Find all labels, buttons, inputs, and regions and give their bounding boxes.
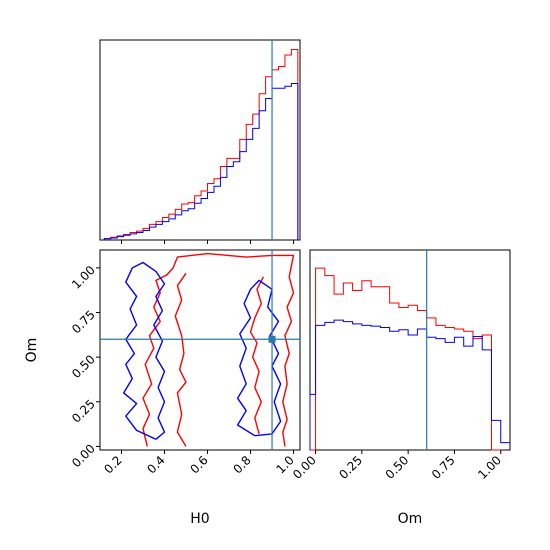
om-histogram-x-ticks: 0.00 0.25 0.50 0.75 1.00 — [290, 450, 504, 482]
om-hist-series-0 — [310, 267, 501, 451]
x-axis-label-h0: H0 — [190, 511, 209, 527]
contour-x-ticks: 0.2 0.4 0.6 0.8 1.0 — [101, 450, 297, 476]
contour-xtick-label-1: 0.4 — [144, 453, 167, 476]
contour-xtick-label-3: 0.8 — [230, 453, 253, 476]
contour-3 — [122, 261, 166, 440]
contour-0 — [142, 252, 295, 447]
truth-point — [268, 335, 276, 343]
contour-4 — [236, 279, 282, 437]
contour-xtick-label-2: 0.6 — [187, 453, 210, 476]
contour-ytick-label-1: 0.25 — [69, 397, 98, 426]
contour-ytick-label-0: 0.00 — [69, 441, 98, 470]
contour-ytick-label-4: 1.00 — [69, 263, 98, 292]
contour-ytick-label-2: 0.50 — [69, 352, 98, 381]
panel-h0-frame — [99, 39, 301, 241]
panel-contour-frame — [99, 249, 301, 451]
om-xtick-label-3: 0.75 — [429, 453, 458, 482]
h0-hist-series-1 — [103, 83, 299, 240]
om-xtick-label-4: 1.00 — [475, 453, 504, 482]
panel-h0-om-contour: 0.2 0.4 0.6 0.8 1.0 0.000.250.500.751.00 H0 … — [24, 249, 301, 527]
om-xtick-label-1: 0.25 — [336, 453, 365, 482]
om-xtick-label-2: 0.50 — [383, 453, 412, 482]
om-xtick-label-0: 0.00 — [290, 453, 319, 482]
contour-ytick-label-3: 0.75 — [69, 308, 98, 337]
contour-xtick-label-0: 0.2 — [101, 453, 124, 476]
panel-h0-histogram — [99, 39, 301, 244]
contour-1 — [174, 272, 187, 447]
panel-om-histogram: 0.00 0.25 0.50 0.75 1.00 Om — [290, 249, 511, 527]
om-hist-series-1 — [309, 319, 510, 450]
om-histogram-series — [309, 250, 510, 451]
contour-lines — [122, 252, 295, 447]
x-axis-label-om: Om — [398, 511, 423, 527]
contour-2 — [249, 276, 265, 435]
contour-y-ticks: 0.00 0.25 0.50 0.75 1.00 — [69, 263, 100, 470]
h0-histogram-series — [103, 40, 299, 240]
y-axis-label-om: Om — [24, 338, 40, 363]
h0-hist-series-0 — [103, 49, 299, 240]
h0-histogram-ticks — [121, 240, 295, 244]
panel-om-frame — [309, 249, 511, 451]
truth-marker — [100, 250, 300, 450]
